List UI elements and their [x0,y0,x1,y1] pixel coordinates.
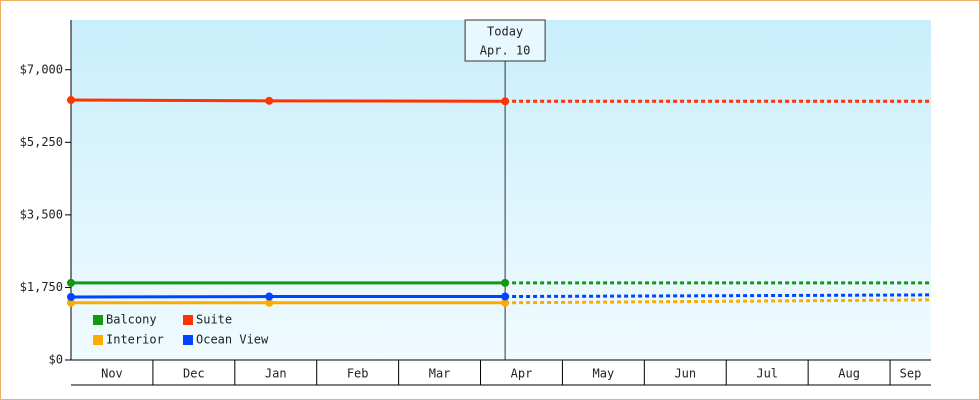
data-point [67,292,75,301]
data-point [501,278,510,287]
data-point [265,298,274,307]
data-point [501,97,510,106]
x-tick-label: Apr [511,367,533,381]
legend-swatch [183,315,193,325]
x-tick-label: Mar [429,367,451,381]
data-point [67,298,75,307]
x-tick-label: Jan [265,367,287,381]
x-tick-label: Nov [101,367,123,381]
legend-label: Suite [196,313,232,327]
data-point [501,298,510,307]
today-label: Apr. 10 [480,44,531,58]
legend-swatch [93,335,103,345]
y-tick-label: $5,250 [20,135,63,149]
data-point [67,278,75,287]
y-tick-label: $1,750 [20,280,63,294]
x-tick-label: Jul [756,367,778,381]
today-box [464,19,546,62]
y-tick-label: $7,000 [20,62,63,76]
data-point [67,96,75,105]
x-tick-label: Aug [838,367,860,381]
y-tick-label: $3,500 [20,207,63,221]
plot-area [71,20,931,360]
today-label: Today [487,25,523,39]
legend-label: Ocean View [196,333,269,347]
x-tick-label: May [593,367,615,381]
legend-swatch [93,315,103,325]
data-point [265,292,274,301]
x-tick-label: Sep [900,367,922,381]
x-tick-label: Dec [183,367,205,381]
legend-label: Interior [106,333,164,347]
data-point [265,96,274,105]
forecast-line [505,293,932,299]
legend-swatch [183,335,193,345]
legend-label: Balcony [106,313,157,327]
data-point [501,292,510,301]
x-tick-label: Jun [674,367,696,381]
x-tick-label: Feb [347,367,369,381]
forecast-line [505,298,932,305]
series-line [70,98,506,103]
y-tick-label: $0 [49,353,63,367]
